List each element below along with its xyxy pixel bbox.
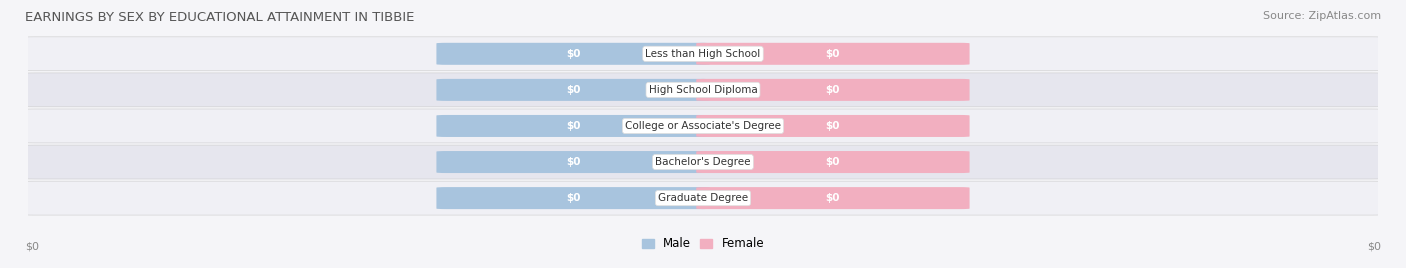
FancyBboxPatch shape	[696, 43, 970, 65]
FancyBboxPatch shape	[21, 181, 1385, 215]
FancyBboxPatch shape	[696, 151, 970, 173]
Text: $0: $0	[825, 193, 841, 203]
FancyBboxPatch shape	[436, 43, 710, 65]
Text: High School Diploma: High School Diploma	[648, 85, 758, 95]
FancyBboxPatch shape	[21, 145, 1385, 179]
FancyBboxPatch shape	[696, 79, 970, 101]
Text: $0: $0	[1367, 242, 1381, 252]
FancyBboxPatch shape	[696, 187, 970, 209]
FancyBboxPatch shape	[21, 109, 1385, 143]
Text: $0: $0	[565, 193, 581, 203]
Text: $0: $0	[565, 49, 581, 59]
Text: College or Associate's Degree: College or Associate's Degree	[626, 121, 780, 131]
Text: $0: $0	[825, 157, 841, 167]
FancyBboxPatch shape	[21, 37, 1385, 71]
Text: Graduate Degree: Graduate Degree	[658, 193, 748, 203]
Text: Less than High School: Less than High School	[645, 49, 761, 59]
Text: $0: $0	[825, 85, 841, 95]
Text: $0: $0	[825, 49, 841, 59]
Text: Source: ZipAtlas.com: Source: ZipAtlas.com	[1263, 11, 1381, 21]
Text: $0: $0	[565, 85, 581, 95]
Text: Bachelor's Degree: Bachelor's Degree	[655, 157, 751, 167]
Text: EARNINGS BY SEX BY EDUCATIONAL ATTAINMENT IN TIBBIE: EARNINGS BY SEX BY EDUCATIONAL ATTAINMEN…	[25, 11, 415, 24]
Text: $0: $0	[25, 242, 39, 252]
Text: $0: $0	[825, 121, 841, 131]
Text: $0: $0	[565, 121, 581, 131]
FancyBboxPatch shape	[21, 73, 1385, 107]
FancyBboxPatch shape	[696, 115, 970, 137]
Text: $0: $0	[565, 157, 581, 167]
FancyBboxPatch shape	[436, 151, 710, 173]
FancyBboxPatch shape	[436, 115, 710, 137]
FancyBboxPatch shape	[436, 187, 710, 209]
Legend: Male, Female: Male, Female	[637, 233, 769, 255]
FancyBboxPatch shape	[436, 79, 710, 101]
